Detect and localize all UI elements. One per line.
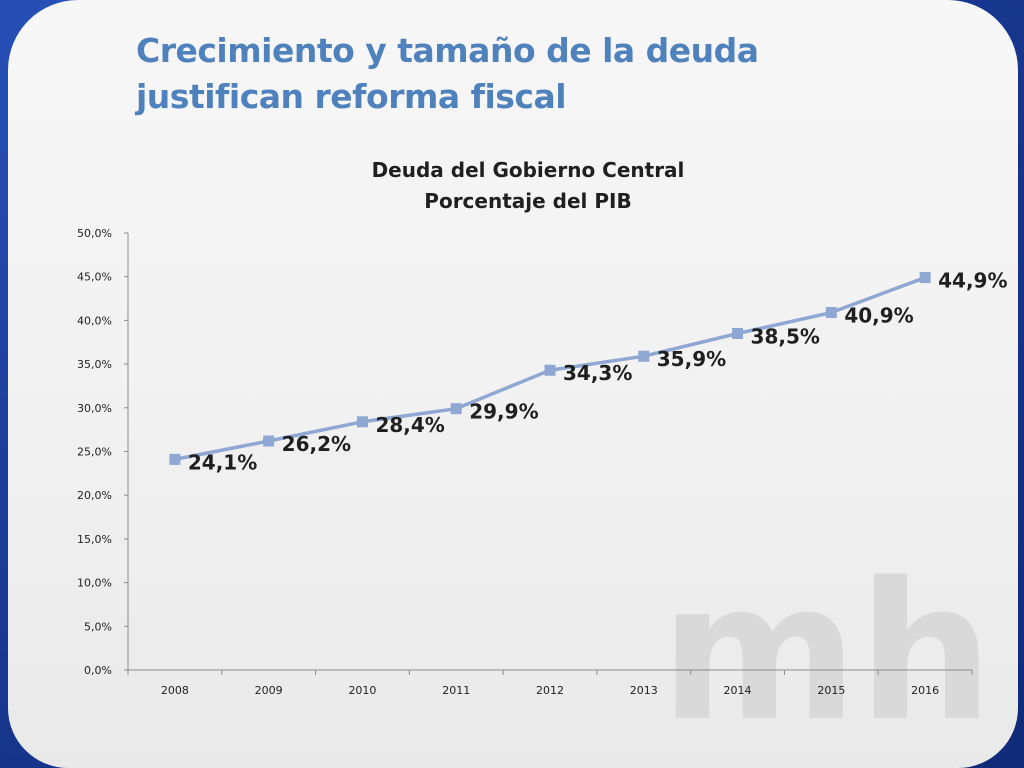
data-point-marker (825, 307, 837, 319)
data-label: 24,1% (188, 450, 257, 474)
chart-title: Deuda del Gobierno Central (371, 158, 685, 182)
data-label: 29,9% (469, 400, 538, 424)
data-label: 28,4% (375, 413, 444, 437)
x-tick-label: 2011 (442, 684, 470, 697)
data-point-marker (638, 350, 650, 362)
data-label: 40,9% (844, 304, 913, 328)
data-point-marker (544, 364, 556, 376)
data-label: 26,2% (282, 432, 351, 456)
y-tick-label: 35,0% (77, 358, 112, 371)
data-point-marker (356, 416, 368, 428)
y-tick-label: 50,0% (77, 227, 112, 240)
data-point-marker (169, 453, 181, 465)
watermark-logo: mh (660, 542, 993, 763)
chart-title-block: Deuda del Gobierno Central Porcentaje de… (300, 155, 756, 217)
y-tick-label: 10,0% (77, 577, 112, 590)
x-tick-label: 2008 (161, 684, 189, 697)
chart-subtitle: Porcentaje del PIB (424, 189, 632, 213)
x-tick-label: 2013 (630, 684, 658, 697)
x-tick-label: 2015 (817, 684, 845, 697)
chart-axes: 0,0% 5,0% 10,0% 15,0% 20,0% 25,0% 30,0% 35,0% 40… (77, 227, 973, 697)
slide-title: Crecimiento y tamaño de la deuda justifi… (136, 31, 759, 116)
y-tick-label: 20,0% (77, 489, 112, 502)
data-point-marker (732, 328, 744, 340)
x-tick-label: 2014 (724, 684, 752, 697)
y-tick-label: 30,0% (77, 402, 112, 415)
data-point-marker (263, 435, 275, 447)
data-point-marker (919, 272, 931, 284)
x-tick-label: 2010 (348, 684, 376, 697)
chart-data-labels: 24,1% 26,2% 28,4% 29,9% 34,3% 35,9% 38,5% 40,9%… (188, 269, 1008, 475)
y-tick-label: 0,0% (84, 664, 112, 677)
data-point-marker (450, 403, 462, 415)
x-tick-label: 2012 (536, 684, 564, 697)
x-tick-label: 2016 (911, 684, 939, 697)
y-tick-label: 25,0% (77, 446, 112, 459)
data-label: 44,9% (938, 269, 1007, 293)
data-label: 34,3% (563, 361, 632, 385)
data-label: 38,5% (751, 325, 820, 349)
data-label: 35,9% (657, 347, 726, 371)
chart-series (169, 272, 931, 465)
y-tick-label: 15,0% (77, 533, 112, 546)
y-tick-label: 5,0% (84, 620, 112, 633)
y-tick-label: 40,0% (77, 314, 112, 327)
y-tick-label: 45,0% (77, 271, 112, 284)
x-tick-label: 2009 (255, 684, 283, 697)
